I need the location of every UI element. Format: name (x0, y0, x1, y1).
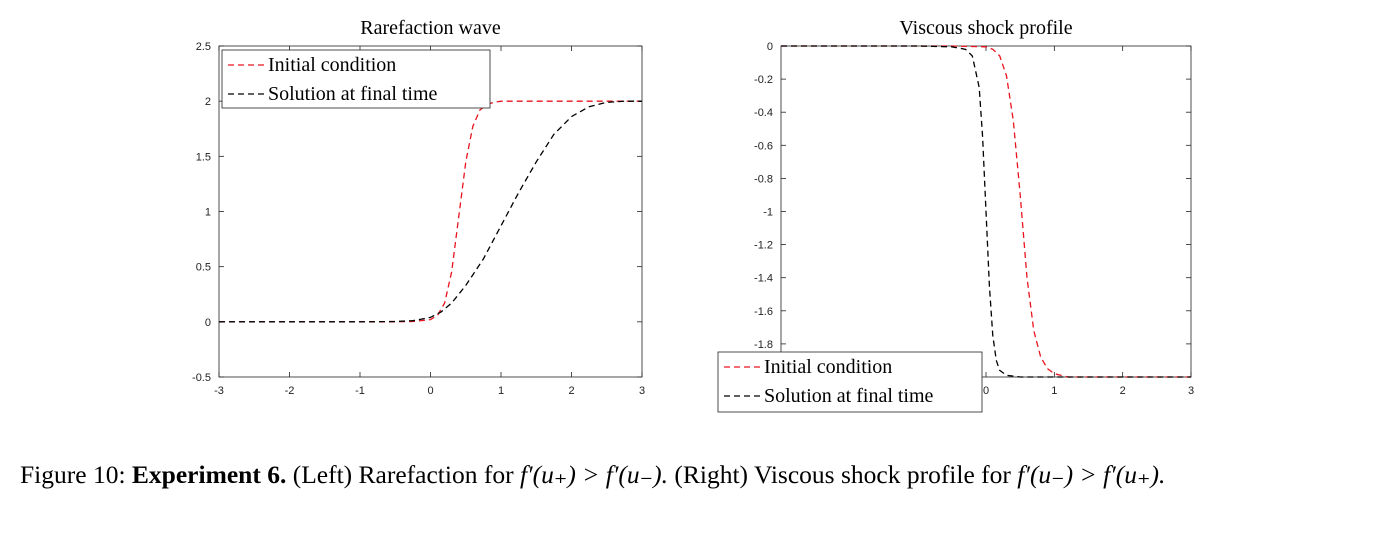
x-tick-label: -2 (285, 385, 295, 397)
legend-label: Solution at final time (268, 83, 438, 105)
y-tick-label: -0.5 (192, 372, 211, 384)
y-tick-label: -0.4 (754, 107, 773, 119)
y-tick-label: 1.5 (196, 151, 211, 163)
figure-caption: Figure 10: Experiment 6. (Left) Rarefact… (20, 458, 1376, 492)
y-tick-label: -1.2 (754, 240, 773, 252)
caption-right: (Right) Viscous shock profile for (674, 460, 1011, 489)
caption-label: Figure 10: (20, 460, 126, 489)
y-tick-label: -0.6 (754, 140, 773, 152)
chart-title: Rarefaction wave (360, 17, 501, 39)
x-tick-label: 0 (983, 385, 989, 397)
caption-right-math: f′(u₋) > f′(u₊). (1017, 460, 1166, 489)
y-tick-label: 0 (767, 41, 773, 53)
x-tick-label: 3 (1188, 385, 1194, 397)
x-tick-label: -3 (214, 385, 224, 397)
x-tick-label: 3 (639, 385, 645, 397)
series-line-solution-final-time (219, 100, 642, 323)
caption-left: (Left) Rarefaction for (292, 460, 514, 489)
chart-title: Viscous shock profile (899, 17, 1072, 39)
y-tick-label: -1.8 (754, 339, 773, 351)
x-tick-label: 1 (1051, 385, 1057, 397)
right-chart: Viscous shock profile 0 -0.2 -0.4 -0.6 -0.8 -1… (717, 17, 1194, 413)
y-tick-label: 2.5 (196, 41, 211, 53)
y-tick-label: -0.8 (754, 173, 773, 185)
caption-left-math: f′(u₊) > f′(u₋). (519, 460, 668, 489)
x-tick-label: 2 (1120, 385, 1126, 397)
x-tick-label: -1 (355, 385, 365, 397)
legend-box (221, 49, 491, 109)
series-line-solution-final-time (781, 45, 1191, 378)
legend-box (717, 351, 983, 413)
x-tick-label: 1 (498, 385, 504, 397)
x-tick-label: 2 (568, 385, 574, 397)
y-tick-label: 2 (205, 96, 211, 108)
legend-label: Solution at final time (764, 385, 934, 407)
left-chart: Rarefaction wave -0.5 0 0.5 1 1.5 2 2.5 -3 -2 -1 0 1… (192, 17, 645, 397)
y-tick-label: -1 (763, 207, 773, 219)
y-tick-label: -1.4 (754, 273, 773, 285)
legend-label: Initial condition (268, 54, 396, 76)
x-tick-label: 0 (427, 385, 433, 397)
series-line-initial-condition (781, 45, 1191, 378)
y-tick-label: -0.2 (754, 74, 773, 86)
y-tick-label: 0 (205, 317, 211, 329)
series-line-initial-condition (219, 100, 642, 323)
y-tick-label: 1 (205, 207, 211, 219)
figure-canvas: Rarefaction wave -0.5 0 0.5 1 1.5 2 2.5 -3 -2 -1 0 1… (192, 17, 1194, 413)
legend-label: Initial condition (764, 356, 892, 378)
caption-bold: Experiment 6. (131, 460, 287, 489)
y-tick-label: 0.5 (196, 262, 211, 274)
y-tick-label: -1.6 (754, 306, 773, 318)
